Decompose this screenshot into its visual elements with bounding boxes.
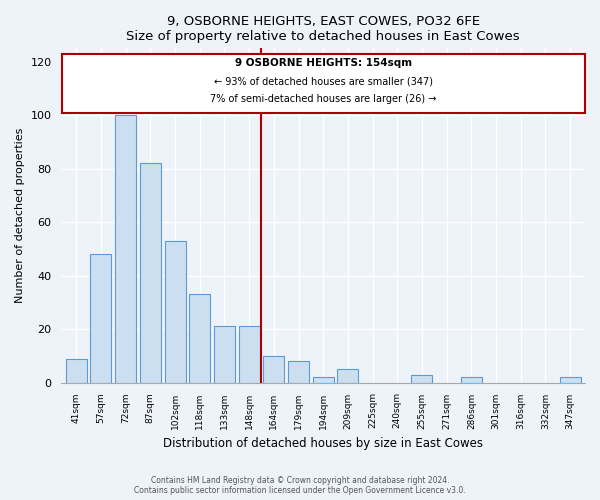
Y-axis label: Number of detached properties: Number of detached properties	[15, 128, 25, 303]
Bar	[337, 369, 358, 382]
Text: 9 OSBORNE HEIGHTS: 154sqm: 9 OSBORNE HEIGHTS: 154sqm	[235, 58, 412, 68]
Bar	[263, 356, 284, 382]
Bar	[461, 377, 482, 382]
Bar	[239, 326, 260, 382]
Bar	[62, 54, 584, 112]
Bar	[66, 358, 87, 382]
Bar	[412, 374, 433, 382]
X-axis label: Distribution of detached houses by size in East Cowes: Distribution of detached houses by size …	[163, 437, 483, 450]
Bar	[313, 377, 334, 382]
Bar	[214, 326, 235, 382]
Bar	[115, 115, 136, 382]
Text: Contains HM Land Registry data © Crown copyright and database right 2024.
Contai: Contains HM Land Registry data © Crown c…	[134, 476, 466, 495]
Title: 9, OSBORNE HEIGHTS, EAST COWES, PO32 6FE
Size of property relative to detached h: 9, OSBORNE HEIGHTS, EAST COWES, PO32 6FE…	[127, 15, 520, 43]
Bar	[189, 294, 210, 382]
Text: ← 93% of detached houses are smaller (347): ← 93% of detached houses are smaller (34…	[214, 76, 433, 86]
Bar	[560, 377, 581, 382]
Bar	[140, 164, 161, 382]
Bar	[288, 361, 309, 382]
Text: 7% of semi-detached houses are larger (26) →: 7% of semi-detached houses are larger (2…	[210, 94, 436, 104]
Bar	[164, 241, 185, 382]
Bar	[91, 254, 112, 382]
